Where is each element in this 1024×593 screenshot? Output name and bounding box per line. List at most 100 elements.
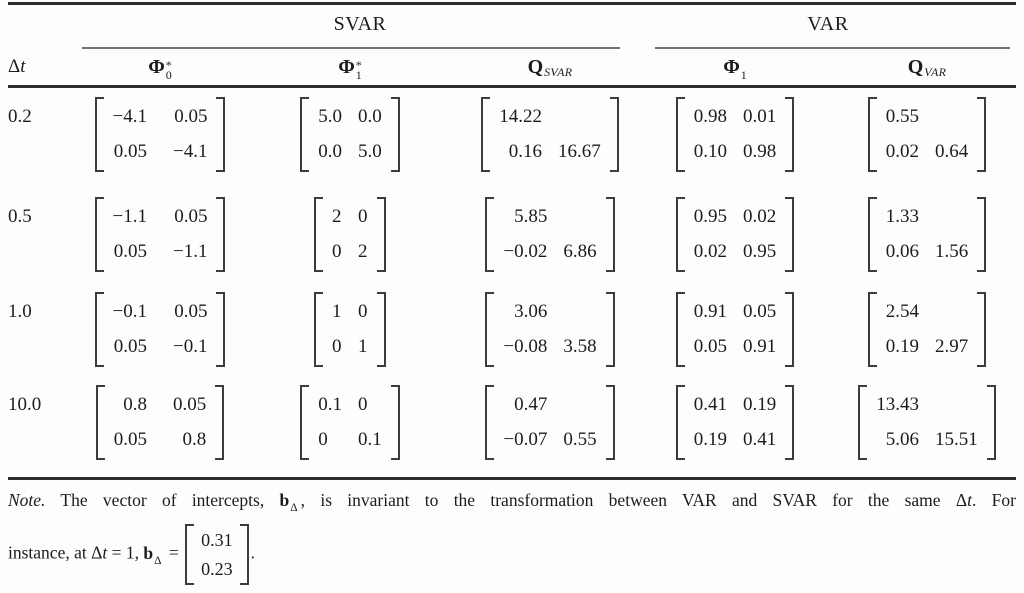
phi1-cell: 0.41 0.19 0.19 0.41 — [640, 385, 830, 460]
left-bracket — [675, 197, 685, 272]
matrix-entry: 16.67 — [558, 141, 601, 162]
right-bracket — [785, 385, 795, 460]
right-bracket — [609, 97, 619, 172]
matrix-entry: 2 — [358, 241, 368, 262]
note-line-1: Note. The vector of intercepts, bΔ, is i… — [8, 487, 1016, 516]
vector-entry: 0.23 — [201, 559, 233, 579]
matrix-entry — [958, 299, 968, 325]
equals-sign: = — [168, 542, 179, 563]
right-bracket — [390, 97, 400, 172]
matrix-entry: 0.05 — [693, 336, 727, 357]
matrix-phi1: 0.95 0.02 0.02 0.95 — [675, 197, 795, 272]
matrix-entry: 0.16 — [508, 141, 542, 162]
table-row: 0.2 −4.1 0.05 0.05 −4.1 5. — [0, 97, 1024, 172]
matrix-entry: 0 — [358, 394, 368, 415]
matrix-entry: 0.55 — [563, 429, 597, 450]
left-bracket — [485, 385, 495, 460]
matrix-entry: 3.06 — [514, 301, 548, 322]
b-delta-symbol: bΔ — [279, 490, 298, 514]
matrix-q-svar: 14.22 0.16 16.67 — [481, 97, 619, 172]
table-note: Note. The vector of intercepts, bΔ, is i… — [8, 487, 1016, 585]
matrix-entry: −0.1 — [173, 336, 208, 357]
matrix-phi1-star: 5.0 0.0 0.0 5.0 — [300, 97, 400, 172]
matrix-entry — [958, 204, 968, 230]
matrix-q-svar: 3.06 −0.08 3.58 — [485, 292, 615, 367]
left-bracket — [485, 197, 495, 272]
left-bracket — [858, 385, 868, 460]
right-bracket — [215, 385, 225, 460]
matrix-entry: 0.98 — [743, 141, 777, 162]
q-var-cell: 0.55 0.02 0.64 — [830, 97, 1024, 172]
group-header-var: VAR — [807, 13, 849, 35]
matrix-q-var: 0.55 0.02 0.64 — [867, 97, 987, 172]
matrix-entry: 0.19 — [743, 394, 777, 415]
right-bracket — [377, 197, 386, 272]
matrix-entry: 0.98 — [693, 106, 727, 127]
matrix-entry: 0.64 — [935, 141, 969, 162]
left-bracket — [94, 292, 104, 367]
matrix-entry: 0.0 — [358, 106, 382, 127]
matrix-entry: 5.0 — [318, 106, 342, 127]
left-bracket — [300, 385, 310, 460]
matrix-entry: 3.58 — [563, 336, 597, 357]
right-bracket — [216, 97, 226, 172]
left-bracket — [314, 292, 323, 367]
left-bracket — [481, 97, 491, 172]
table-body: 0.2 −4.1 0.05 0.05 −4.1 5. — [0, 88, 1024, 460]
column-header-phi0-star: Φ * 0 — [148, 55, 172, 82]
right-bracket — [785, 197, 795, 272]
matrix-entry: 2.54 — [885, 301, 919, 322]
note-text: = 1, — [111, 542, 139, 563]
matrix-q-var: 13.43 5.06 15.51 — [858, 385, 996, 460]
matrix-entry: 0.1 — [318, 394, 342, 415]
left-bracket — [95, 385, 105, 460]
matrix-entry: 0.05 — [113, 141, 147, 162]
matrix-phi1-star: 0.1 0 0 0.1 — [300, 385, 400, 460]
phi1-star-cell: 5.0 0.0 0.0 5.0 — [240, 97, 460, 172]
top-rule — [8, 2, 1016, 5]
matrix-entry: 0 — [358, 301, 368, 322]
dt-value: 0.2 — [8, 106, 32, 127]
left-bracket — [300, 97, 310, 172]
matrix-entry: −0.08 — [503, 336, 548, 357]
matrix-entry: 0.05 — [174, 106, 208, 127]
matrix-entry: 0 — [332, 241, 342, 262]
matrix-entry: 1 — [358, 336, 368, 357]
matrix-entry: 0.1 — [358, 429, 382, 450]
matrix-entry: 0.55 — [885, 106, 919, 127]
phi1-cell: 0.98 0.01 0.10 0.98 — [640, 97, 830, 172]
matrix-entry: −0.07 — [503, 429, 548, 450]
matrix-entry: 0.02 — [743, 206, 777, 227]
matrix-entry — [587, 204, 597, 230]
phi1-star-cell: 0.1 0 0 0.1 — [240, 385, 460, 460]
matrix-entry: 0.41 — [743, 429, 777, 450]
matrix-entry: 1.56 — [935, 241, 969, 262]
header-rule — [8, 85, 1016, 88]
matrix-phi1-star: 1 0 0 1 — [314, 292, 386, 367]
matrix-entry: −0.1 — [112, 301, 147, 322]
matrix-q-var: 1.33 0.06 1.56 — [867, 197, 987, 272]
table-row: 0.5 −1.1 0.05 0.05 −1.1 2 — [0, 197, 1024, 272]
right-bracket — [239, 524, 249, 585]
matrix-entry: 0.19 — [885, 336, 919, 357]
phi1-cell: 0.95 0.02 0.02 0.95 — [640, 197, 830, 272]
right-bracket — [785, 292, 795, 367]
matrix-entry: 0 — [332, 336, 342, 357]
vector-entry: 0.31 — [201, 530, 233, 550]
matrix-entry — [587, 392, 597, 418]
matrix-entry: −1.1 — [112, 206, 147, 227]
right-bracket — [605, 385, 615, 460]
footer-rule — [8, 477, 1016, 480]
matrix-q-svar: 0.47 −0.07 0.55 — [485, 385, 615, 460]
phi0-star-cell: −0.1 0.05 0.05 −0.1 — [80, 292, 240, 367]
q-var-cell: 1.33 0.06 1.56 — [830, 197, 1024, 272]
note-text: instance, at — [8, 542, 87, 563]
left-bracket — [314, 197, 323, 272]
matrix-entry: 0.05 — [113, 429, 147, 450]
matrix-entry: 0.05 — [173, 394, 207, 415]
matrix-entry: 0.02 — [693, 241, 727, 262]
note-text: The vector of intercepts, — [60, 490, 265, 510]
var-group-underline — [655, 47, 1010, 49]
